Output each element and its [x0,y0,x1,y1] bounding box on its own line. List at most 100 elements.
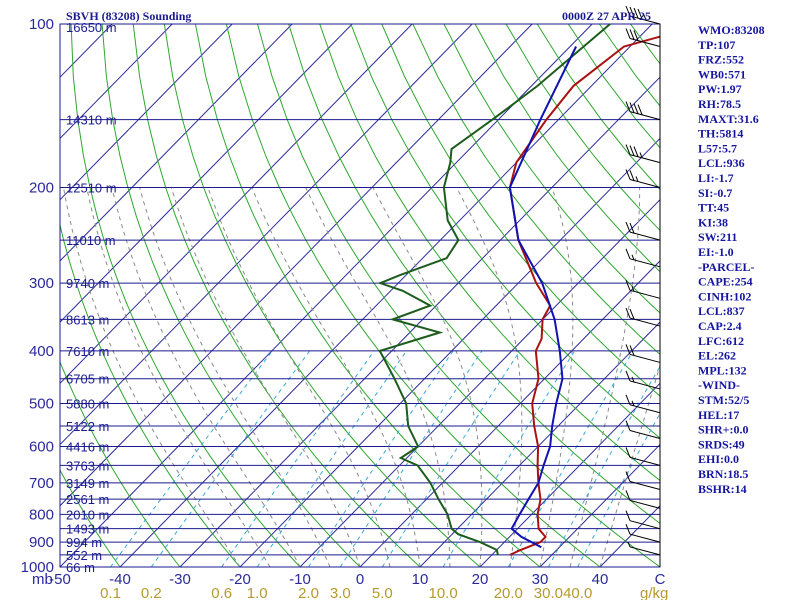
wind-barb-staff [629,546,661,556]
index-value: TP:107 [698,38,735,52]
isotherm-line [419,321,660,567]
wind-barb-flag [625,370,631,382]
index-value: L57:5.7 [698,141,737,155]
dry-adiabat-line [257,24,660,567]
index-value: LI:-1.7 [698,171,734,185]
wind-barb-flag [633,146,639,157]
index-value: FRZ:552 [698,53,744,67]
index-value: PW:1.97 [698,82,742,96]
index-value: LCL:837 [698,304,745,318]
mixing-ratio-label: 20.0 [494,585,523,600]
isotherm-line [60,24,173,140]
wind-barb-staff [629,430,661,440]
index-value: CINH:102 [698,289,751,303]
height-label: 12510 m [66,181,117,196]
temperature-tick-label: 20 [472,571,489,588]
wind-barb [625,344,661,363]
wind-barb [625,28,661,47]
height-label: 4416 m [66,440,109,455]
sounding-series-0 [508,35,660,556]
isotherm-line [60,24,473,446]
index-value: WMO:83208 [698,23,765,37]
wind-barb [625,490,661,509]
mixing-ratio-label: 2.0 [298,585,319,600]
index-value: SI:-0.7 [698,186,732,200]
wind-barb-staff [629,231,661,241]
dry-adiabat-line [567,24,660,149]
wind-barb-staff [629,317,661,327]
index-value: CAPE:254 [698,275,753,289]
wind-barb-flag [625,471,631,482]
wind-barb-flag [625,5,631,17]
wind-barb [625,101,661,121]
wind-barb-flag [625,420,631,431]
sounding-traces [377,24,660,556]
wind-barb-flag [625,248,631,259]
moist-adiabat-line [456,187,523,567]
wind-barb-flag [637,104,643,115]
pressure-tick-label: 800 [29,506,54,523]
wind-barb-flag [629,345,635,356]
wind-barb-staff [629,380,661,390]
wind-barb-staff [629,404,661,414]
wind-barb-flag [625,510,631,521]
isotherm-line [359,260,660,567]
mixing-ratio-label: 5.0 [372,585,393,600]
wind-barb [627,541,661,556]
mixing-ratio-label: 40.0 [563,585,592,600]
height-label: 2010 m [66,507,109,522]
index-value: SRDS:49 [698,437,745,451]
height-label: 994 m [66,535,102,550]
index-value: TH:5814 [698,127,743,141]
sounding-series-1 [377,24,611,556]
index-value: BSHR:14 [698,482,747,496]
pressure-tick-label: 400 [29,343,54,360]
pressure-tick-label: 200 [29,180,54,197]
stability-indices-panel: WMO:83208TP:107FRZ:552WB0:571PW:1.97RH:7… [698,23,765,496]
isotherm-line [60,24,353,323]
temperature-tick-label: -10 [289,571,311,588]
wind-barb-staff [629,499,661,509]
wind-barb-flag [629,29,635,40]
wind-barb-flag [633,7,639,19]
temperature-tick-label: 40 [592,571,609,588]
moist-adiabat-line [63,187,241,567]
temperature-tick-label: 30 [532,571,549,588]
moist-adiabat-line [599,363,660,567]
height-label: 3149 m [66,476,109,491]
mixing-ratio-label: 0.6 [211,585,232,600]
wind-barb-flag [625,169,631,180]
dry-adiabat-line [505,24,660,232]
wind-barb-flag [629,6,635,18]
index-value: LFC:612 [698,334,744,348]
wind-barb [625,523,661,543]
mixing-ratio-line [308,350,454,567]
mixing-ratio-label: 3.0 [330,585,351,600]
pressure-tick-label: 1000 [21,559,54,576]
wind-barb-flag [625,394,631,405]
index-value: TT:45 [698,201,729,215]
wind-barb-half-flag [643,14,647,21]
wind-barb-flag [625,447,631,458]
index-value: KI:38 [698,215,728,229]
mixing-ratio-label: 10.0 [428,585,457,600]
moist-adiabat-line [86,187,271,567]
moist-adiabat-line [111,187,301,567]
moist-adiabat-line [170,187,361,567]
wind-barb-half-flag [635,176,639,182]
height-label: 66 m [66,560,95,575]
chart-time: 0000Z 27 APR 25 [562,9,651,23]
wind-barb-flag [625,523,631,535]
index-value: -PARCEL- [698,260,754,274]
index-value: RH:78.5 [698,97,741,111]
pressure-tick-label: 700 [29,475,54,492]
wind-barb-staff [629,481,661,491]
temperature-tick-label: -30 [169,571,191,588]
wind-barb-flag [625,28,631,39]
mixing-ratio-unit: g/kg [640,585,668,600]
index-value: WB0:571 [698,67,746,81]
wind-barb-half-flag [631,254,635,260]
mixing-ratio-labels: 0.1 0.2 0.6 1.0 2.0 3.0 5.0 10.0 20.0 30.0 40.0 [100,585,592,600]
chart-title: SBVH (83208) Sounding [66,9,191,23]
wind-barb [625,370,661,390]
